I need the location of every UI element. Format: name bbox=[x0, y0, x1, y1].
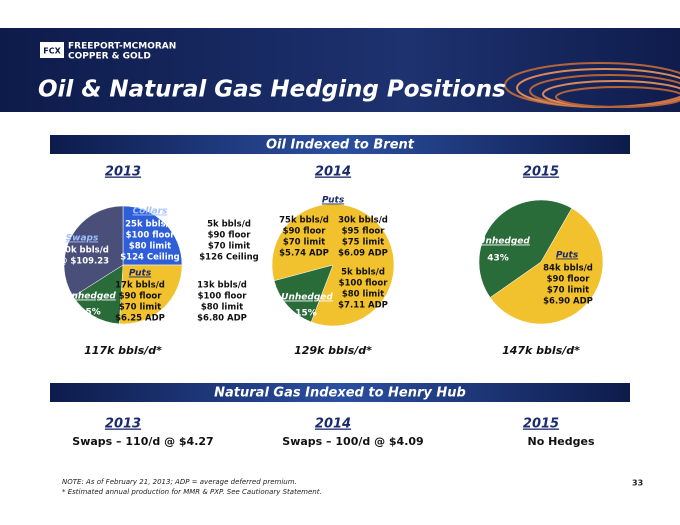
banner bbox=[50, 135, 630, 154]
slice-note: $70 limit bbox=[119, 303, 161, 313]
slice-note: $6.09 ADP bbox=[338, 249, 388, 259]
banner-text: Oil Indexed to Brent bbox=[266, 138, 415, 153]
gas-year: 2015 bbox=[523, 417, 559, 432]
slice-note: $90 floor bbox=[283, 227, 327, 237]
pie-year: 2015 bbox=[523, 165, 559, 180]
value-label: 43% bbox=[487, 254, 509, 264]
slice-note: $90 floor bbox=[119, 292, 163, 302]
gas-year: 2014 bbox=[315, 417, 351, 432]
pie-year: 2014 bbox=[315, 165, 351, 180]
slice-note: 40k bbls/d bbox=[59, 246, 109, 256]
footnote: * Estimated annual production for MMR & … bbox=[62, 488, 322, 496]
copper-coil bbox=[504, 62, 680, 108]
slice-note: $6.80 ADP bbox=[197, 314, 247, 324]
pie-year: 2013 bbox=[105, 165, 141, 180]
slice-note: $7.11 ADP bbox=[338, 301, 388, 311]
pie-slice bbox=[478, 199, 573, 298]
banner bbox=[50, 383, 630, 402]
gas-year: 2013 bbox=[105, 417, 141, 432]
pie-footer: 129k bbls/d* bbox=[294, 344, 372, 357]
slice-note: 17k bbls/d bbox=[115, 281, 165, 291]
logo-box bbox=[40, 42, 64, 58]
pie-slice bbox=[122, 205, 183, 266]
pie-slice bbox=[72, 264, 124, 325]
slice-note: 5k bbls/d bbox=[207, 220, 251, 230]
slice-note: 75k bbls/d bbox=[279, 216, 329, 226]
slice-note: $80 limit bbox=[342, 290, 384, 300]
slice-label: Unhedged bbox=[478, 237, 530, 247]
page-number: 33 bbox=[632, 479, 643, 488]
slice-note: 84k bbls/d bbox=[543, 264, 593, 274]
pie-slice bbox=[119, 264, 183, 325]
slice-note: $70 limit bbox=[283, 238, 325, 248]
slice-label: Puts bbox=[129, 269, 152, 279]
slice-note: 13k bbls/d bbox=[197, 281, 247, 291]
gas-text: No Hedges bbox=[527, 435, 594, 448]
pie-slice bbox=[273, 264, 334, 323]
gas-text: Swaps – 110/d @ $4.27 bbox=[72, 435, 213, 448]
footnote: NOTE: As of February 21, 2013; ADP = ave… bbox=[62, 478, 297, 486]
slice-label: Collars bbox=[133, 207, 168, 217]
slice-note: $90 floor bbox=[547, 275, 591, 285]
slice-note: $124 Ceiling bbox=[120, 253, 180, 263]
slice-note: $70 limit bbox=[547, 286, 589, 296]
slice-note: $75 limit bbox=[342, 238, 384, 248]
slice-label: Puts bbox=[556, 251, 579, 261]
slice-label: Swaps bbox=[66, 234, 99, 244]
slice-note: @ $109.23 bbox=[59, 257, 109, 267]
slice-note: $95 floor bbox=[342, 227, 386, 237]
slice-note: $80 limit bbox=[129, 242, 171, 252]
slice-note: $100 floor bbox=[198, 292, 248, 302]
pie-footer: 117k bbls/d* bbox=[84, 344, 162, 357]
slice-note: 25k bbls/d bbox=[125, 220, 175, 230]
banner-text: Natural Gas Indexed to Henry Hub bbox=[214, 386, 466, 401]
slice-note: 30k bbls/d bbox=[338, 216, 388, 226]
slice-note: $70 limit bbox=[208, 242, 250, 252]
slice-note: $126 Ceiling bbox=[199, 253, 259, 263]
slice-label: Unhedged bbox=[64, 292, 116, 302]
gas-text: Swaps – 100/d @ $4.09 bbox=[282, 435, 423, 448]
value-label: 15% bbox=[295, 309, 317, 319]
logo-mark: FCX bbox=[43, 47, 61, 56]
slice-note: $100 floor bbox=[339, 279, 389, 289]
slice-note: $100 floor bbox=[126, 231, 176, 241]
pie-slice bbox=[489, 207, 604, 325]
slice-label: Unhedged bbox=[281, 293, 333, 303]
slice-label: Puts bbox=[322, 196, 345, 206]
slice-note: $90 floor bbox=[208, 231, 252, 241]
value-label: 15% bbox=[79, 308, 101, 318]
slice-note: 5k bbls/d bbox=[341, 268, 385, 278]
logo-line: COPPER & GOLD bbox=[68, 52, 151, 62]
logo-line: FREEPORT-MCMORAN bbox=[68, 42, 176, 52]
slice-note: $80 limit bbox=[201, 303, 243, 313]
pie-footer: 147k bbls/d* bbox=[502, 344, 580, 357]
slide-title: Oil & Natural Gas Hedging Positions bbox=[38, 77, 506, 103]
slice-note: $5.74 ADP bbox=[279, 249, 329, 259]
slice-note: $6.90 ADP bbox=[543, 297, 593, 307]
slice-note: $6.25 ADP bbox=[115, 314, 165, 324]
pie-slice bbox=[63, 205, 124, 297]
